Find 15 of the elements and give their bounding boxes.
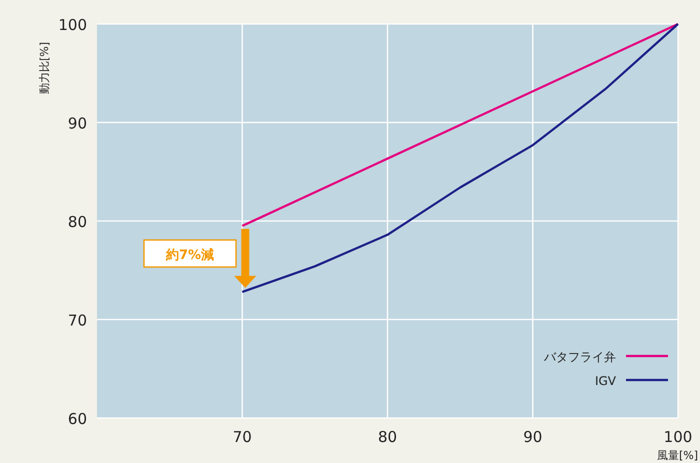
x-tick-label: 100 [664,428,692,446]
y-tick-label: 100 [58,16,87,34]
x-tick-label: 70 [232,428,252,446]
y-tick-label: 70 [68,312,87,330]
x-axis-title: 風量[%] [656,449,698,462]
x-tick-label: 80 [378,428,398,446]
y-tick-label: 80 [68,213,87,231]
legend-label: IGV [594,374,617,388]
y-tick-label: 90 [68,114,87,132]
annotation: 約7%減 [164,248,214,263]
legend-label: バタフライ弁 [543,350,616,364]
y-axis-title: 動力比[%] [38,42,51,94]
x-tick-label: 90 [523,428,542,446]
line-series [241,22,680,294]
y-tick-label: 60 [68,410,87,428]
